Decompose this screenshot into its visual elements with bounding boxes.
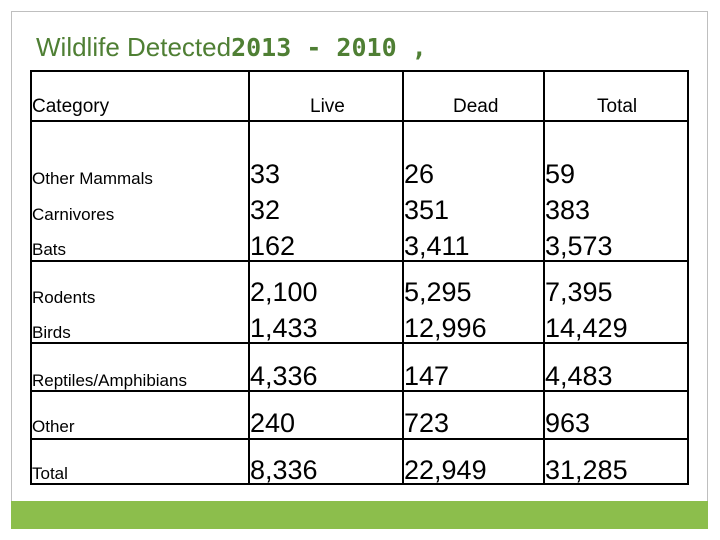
dead-value: 22,949	[404, 455, 487, 485]
total-value: 59	[545, 159, 576, 189]
live-value: 4,336	[250, 361, 318, 391]
total-value: 7,395	[545, 277, 613, 307]
column-divider	[402, 72, 404, 483]
live-value: 33	[250, 159, 281, 189]
row-category: Bats	[32, 240, 67, 259]
header-live: Live	[310, 96, 345, 117]
row-divider	[32, 260, 687, 262]
dead-value: 26	[404, 159, 435, 189]
live-value: 162	[250, 231, 296, 261]
dead-value: 5,295	[404, 277, 472, 307]
header-dead: Dead	[453, 96, 499, 117]
dead-value: 723	[404, 408, 450, 438]
wildlife-table: Category Live Dead Total Other Mammals C…	[30, 70, 689, 485]
total-value: 963	[545, 408, 591, 438]
dead-value: 147	[404, 361, 450, 391]
column-divider	[248, 72, 250, 483]
row-category: Other Mammals	[32, 169, 153, 188]
row-category: Carnivores	[32, 205, 115, 224]
dead-value: 351	[404, 195, 450, 225]
header-category: Category	[32, 96, 110, 117]
live-value: 8,336	[250, 455, 318, 485]
column-divider	[543, 72, 545, 483]
row-category: Birds	[32, 323, 71, 342]
live-value: 1,433	[250, 313, 318, 343]
live-value: 32	[250, 195, 281, 225]
row-divider	[32, 390, 687, 392]
live-value: 240	[250, 408, 296, 438]
row-category: Reptiles/Amphibians	[32, 371, 187, 390]
total-value: 3,573	[545, 231, 613, 261]
footer-bar	[11, 501, 708, 529]
live-value: 2,100	[250, 277, 318, 307]
dead-value: 3,411	[404, 231, 470, 261]
title-years: 2013 - 2010 ,	[231, 33, 427, 62]
row-category: Total	[32, 464, 68, 483]
row-category: Rodents	[32, 288, 96, 307]
row-divider	[32, 438, 687, 440]
row-divider	[32, 120, 687, 122]
page-title: Wildlife Detected2013 - 2010 ,	[36, 32, 427, 68]
total-value: 14,429	[545, 313, 628, 343]
total-value: 4,483	[545, 361, 613, 391]
total-value: 383	[545, 195, 591, 225]
dead-value: 12,996	[404, 313, 487, 343]
row-divider	[32, 342, 687, 344]
title-main: Wildlife Detected	[36, 32, 232, 62]
row-category: Other	[32, 417, 75, 436]
total-value: 31,285	[545, 455, 628, 485]
header-total: Total	[597, 96, 638, 117]
